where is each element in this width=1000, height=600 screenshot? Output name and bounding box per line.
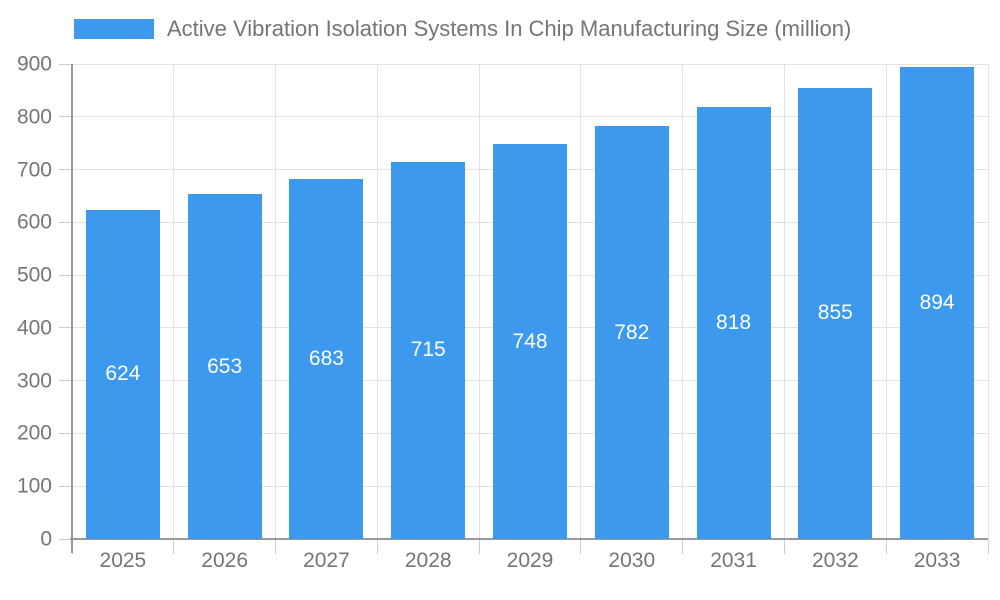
y-tick-label: 700: [16, 158, 52, 182]
bar[interactable]: 818: [696, 107, 771, 539]
v-gridline: [275, 64, 277, 539]
y-axis-tick: [59, 380, 72, 382]
x-tick-label: 2031: [710, 549, 757, 572]
y-axis-tick: [59, 116, 72, 118]
y-axis-tick: [59, 485, 72, 487]
bar-value-label: 653: [207, 354, 243, 378]
x-axis-tick: [376, 540, 378, 554]
x-axis-tick: [275, 540, 277, 554]
legend-swatch: [74, 19, 154, 39]
bar[interactable]: 748: [493, 144, 567, 539]
bar-value-label: 715: [410, 338, 446, 362]
x-axis-tick: [580, 540, 582, 554]
v-gridline: [478, 64, 480, 539]
bar-value-label: 683: [308, 346, 344, 370]
y-axis-tick: [59, 432, 72, 434]
y-tick-label: 600: [16, 210, 52, 234]
y-tick-label: 300: [16, 369, 52, 393]
bar-value-label: 782: [614, 320, 650, 344]
bar[interactable]: 653: [187, 194, 262, 539]
bar[interactable]: 894: [900, 67, 975, 539]
x-tick-label: 2025: [99, 549, 147, 572]
bar[interactable]: 683: [289, 178, 364, 539]
legend[interactable]: Active Vibration Isolation Systems In Ch…: [74, 16, 851, 42]
h-gridline: [72, 116, 988, 118]
bar[interactable]: 855: [798, 87, 873, 539]
y-axis-tick: [59, 221, 72, 223]
x-tick-label: 2030: [608, 549, 656, 572]
bar-value-label: 748: [512, 329, 548, 353]
x-tick-label: 2027: [303, 549, 350, 572]
y-tick-label: 900: [16, 52, 52, 76]
x-axis-tick: [682, 540, 684, 554]
bar[interactable]: 782: [594, 126, 669, 539]
bar[interactable]: 624: [85, 209, 160, 539]
x-tick-label: 2032: [811, 549, 859, 572]
bar-value-label: 894: [919, 291, 955, 315]
y-axis-tick: [59, 327, 72, 329]
h-gridline: [72, 63, 988, 65]
v-gridline: [580, 64, 582, 539]
x-axis-tick: [885, 540, 887, 554]
v-gridline: [173, 64, 175, 539]
plot-area: 0 100 200 300 400 500 600 700 800 900 624 2025 653 20…: [17, 54, 989, 572]
v-gridline: [783, 64, 785, 539]
x-tick-label: 2029: [506, 549, 554, 572]
y-axis-tick: [59, 274, 72, 276]
x-tick-label: 2028: [404, 549, 452, 572]
v-gridline: [885, 64, 887, 539]
y-tick-label: 100: [16, 474, 52, 498]
y-axis-tick: [59, 63, 72, 65]
x-axis-tick: [478, 540, 480, 554]
v-gridline: [987, 64, 989, 539]
y-tick-label: 500: [16, 263, 52, 287]
bar-value-label: 855: [817, 301, 853, 325]
x-axis-tick: [987, 540, 989, 554]
bar-value-label: 624: [105, 362, 141, 386]
y-tick-label: 200: [16, 421, 52, 445]
y-axis-tick: [59, 169, 72, 171]
y-axis-line: [71, 64, 73, 553]
y-tick-label: 0: [40, 527, 52, 551]
bar[interactable]: 715: [391, 161, 466, 539]
x-axis-tick: [783, 540, 785, 554]
y-tick-label: 400: [16, 316, 52, 340]
legend-label: Active Vibration Isolation Systems In Ch…: [167, 16, 852, 41]
y-tick-label: 800: [16, 105, 52, 129]
x-tick-label: 2033: [913, 549, 961, 572]
x-axis-tick: [173, 540, 175, 554]
y-axis-tick: [59, 538, 72, 540]
v-gridline: [682, 64, 684, 539]
x-axis-line: [70, 538, 988, 540]
bar-value-label: 818: [716, 311, 752, 335]
x-tick-label: 2026: [201, 549, 249, 572]
v-gridline: [376, 64, 378, 539]
